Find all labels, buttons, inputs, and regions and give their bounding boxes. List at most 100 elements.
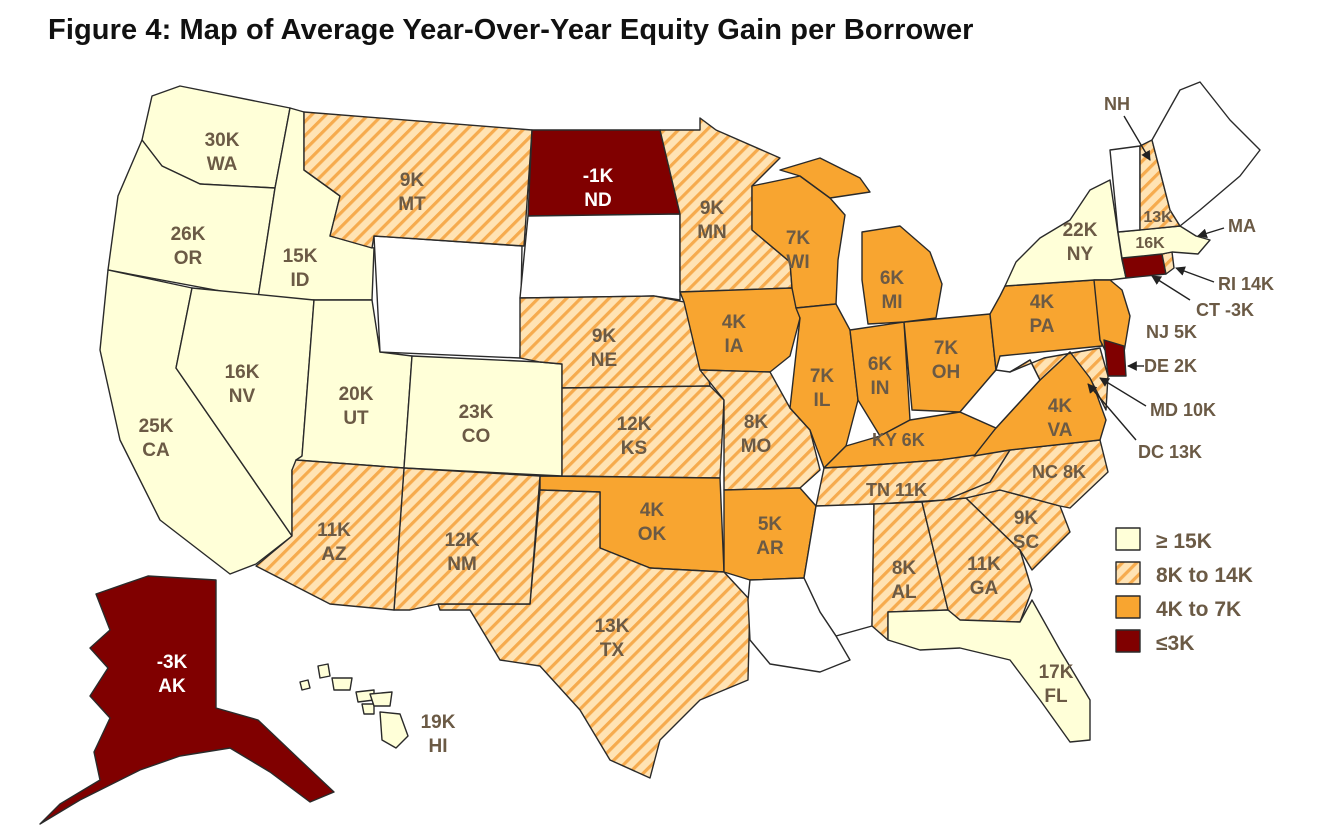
- state-code-ny: NY: [1067, 244, 1094, 265]
- state-code-nd: ND: [584, 190, 611, 211]
- state-value-wa: 30K: [205, 130, 240, 151]
- state-label-wa: 30K WA: [205, 130, 240, 175]
- state-mo: [699, 369, 821, 491]
- state-code-or: OR: [174, 248, 203, 269]
- state-wy: [373, 235, 523, 359]
- state-label-ks: 12K KS: [617, 414, 652, 459]
- state-label-id: 15K ID: [283, 246, 318, 291]
- state-label-va: 4K VA: [1048, 396, 1073, 441]
- legend-swatch-lte3k: [1115, 629, 1141, 653]
- state-code-wa: WA: [207, 154, 238, 175]
- state-value-ar: 5K: [758, 514, 783, 535]
- callout-ct-leader: [1151, 275, 1191, 301]
- state-label-mo: 8K MO: [741, 412, 772, 457]
- state-code-al: AL: [891, 582, 917, 603]
- callout-dc: DC 13K: [1138, 442, 1202, 462]
- state-value-mt: 9K: [400, 170, 425, 191]
- state-code-sc: SC: [1013, 532, 1040, 553]
- state-code-ia: IA: [725, 336, 744, 357]
- callout-ma: MA: [1228, 216, 1256, 236]
- state-label-nd: -1K ND: [583, 166, 614, 211]
- legend-item-4to7k: 4K to 7K: [1115, 595, 1241, 621]
- callout-de: DE 2K: [1144, 356, 1197, 376]
- legend: ≥ 15K 8K to 14K 4K to 7K ≤3K: [1115, 527, 1253, 655]
- page-title: Figure 4: Map of Average Year-Over-Year …: [48, 14, 974, 46]
- state-value-mo: 8K: [744, 412, 769, 433]
- state-fl: [887, 599, 1091, 743]
- state-value-nm: 12K: [445, 530, 480, 551]
- state-label-ne: 9K NE: [591, 326, 617, 371]
- state-value-al: 8K: [892, 558, 917, 579]
- state-value-co: 23K: [459, 402, 494, 423]
- legend-swatch-gte15k: [1115, 527, 1141, 551]
- state-label-wi: 7K WI: [786, 228, 811, 273]
- state-tx: [437, 489, 751, 779]
- state-code-hi: HI: [429, 736, 448, 757]
- legend-swatch-8to14k: [1115, 561, 1141, 585]
- state-label-ok: 4K OK: [638, 500, 667, 545]
- callout-ky: KY 6K: [872, 430, 925, 450]
- state-label-az: 11K AZ: [317, 520, 351, 565]
- state-mi: [779, 157, 943, 325]
- state-label-ak: -3K AK: [157, 652, 188, 697]
- state-label-tx: 13K TX: [595, 616, 630, 661]
- state-hi: [299, 663, 409, 749]
- state-code-mt: MT: [398, 194, 426, 215]
- callout-ri-leader: [1175, 266, 1215, 283]
- state-label-mt: 9K MT: [398, 170, 426, 215]
- callout-nc: NC 8K: [1032, 462, 1086, 482]
- state-nj: [1093, 279, 1131, 361]
- callout-nh: NH: [1104, 94, 1130, 114]
- state-code-ca: CA: [142, 440, 170, 461]
- state-value-tx: 13K: [595, 616, 630, 637]
- state-value-wi: 7K: [786, 228, 811, 249]
- state-code-co: CO: [462, 426, 491, 447]
- state-value-il: 7K: [810, 366, 835, 387]
- state-code-ut: UT: [343, 408, 369, 429]
- state-code-ar: AR: [756, 538, 784, 559]
- legend-label-4to7k: 4K to 7K: [1156, 598, 1241, 621]
- state-code-ga: GA: [970, 578, 999, 599]
- state-code-in: IN: [871, 378, 890, 399]
- callout-nh-leader: [1123, 115, 1151, 161]
- state-code-oh: OH: [932, 362, 961, 383]
- state-label-nv: 16K NV: [225, 362, 260, 407]
- state-ma: [1117, 225, 1211, 259]
- state-label-or: 26K OR: [171, 224, 206, 269]
- legend-item-8to14k: 8K to 14K: [1115, 561, 1253, 587]
- state-value-ca: 25K: [139, 416, 174, 437]
- state-code-mi: MI: [881, 292, 902, 313]
- callout-ct: CT -3K: [1196, 300, 1254, 320]
- legend-label-lte3k: ≤3K: [1156, 632, 1194, 655]
- state-value-nd: -1K: [583, 166, 614, 187]
- state-value-id: 15K: [283, 246, 318, 267]
- state-value-sc: 9K: [1014, 508, 1039, 529]
- state-code-ne: NE: [591, 350, 617, 371]
- callout-nj: NJ 5K: [1146, 322, 1197, 342]
- state-value-pa: 4K: [1030, 292, 1055, 313]
- state-label-hi: 19K HI: [421, 712, 456, 757]
- state-code-nv: NV: [229, 386, 256, 407]
- callout-ri: RI 14K: [1218, 274, 1274, 294]
- state-value-fl: 17K: [1039, 662, 1074, 683]
- callout-dc-leader: [1087, 383, 1137, 441]
- state-value-ks: 12K: [617, 414, 652, 435]
- state-me: [1151, 81, 1261, 227]
- state-code-tx: TX: [600, 640, 625, 661]
- state-label-ca: 25K CA: [139, 416, 174, 461]
- state-nc: [945, 439, 1109, 509]
- state-md: [1009, 347, 1109, 411]
- state-ak: [39, 575, 335, 825]
- state-de: [1103, 339, 1127, 377]
- state-value-nv: 16K: [225, 362, 260, 383]
- state-code-mn: MN: [697, 222, 727, 243]
- state-value-or: 26K: [171, 224, 206, 245]
- state-value-oh: 7K: [934, 338, 959, 359]
- state-label-ga: 11K GA: [967, 554, 1001, 599]
- legend-swatch-4to7k: [1115, 595, 1141, 619]
- state-label-co: 23K CO: [459, 402, 494, 447]
- state-sd: [519, 213, 681, 301]
- state-value-az: 11K: [317, 520, 351, 541]
- state-code-il: IL: [814, 390, 831, 411]
- legend-label-8to14k: 8K to 14K: [1156, 564, 1253, 587]
